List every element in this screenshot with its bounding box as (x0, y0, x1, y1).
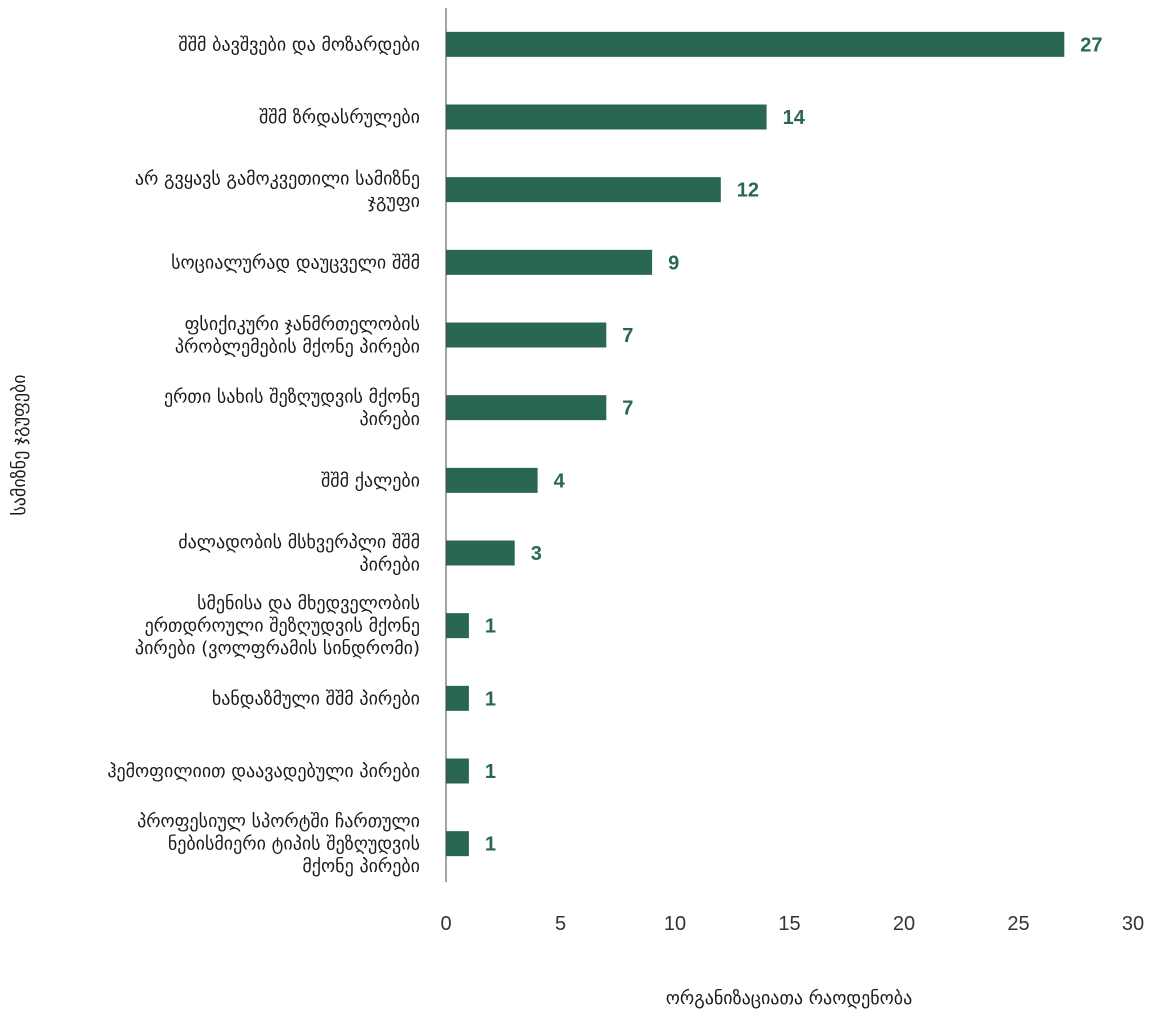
category-label-line: ნებისმიერი ტიპის შეზღუდვის (168, 834, 420, 855)
category-labels: შშმ ბავშვები და მოზარდები შშმ ზრდასრულები… (107, 34, 420, 877)
category-label: არ გვყავს გამოკვეთილი სამიზნე ჯგუფი (135, 168, 420, 212)
bar-value-label: 27 (1080, 34, 1102, 56)
category-label-line: ძალადობის მსხვერპლი შშმ (178, 532, 420, 553)
category-label: შშმ ზრდასრულები (259, 107, 420, 128)
category-label: ფსიქიკური ჯანმრთელობის პრობლემების მქონე … (175, 314, 420, 358)
bar-value-label: 1 (485, 688, 496, 710)
bar (446, 104, 767, 130)
bar-value-label: 9 (668, 252, 679, 274)
category-label: ხანდაზმული შშმ პირები (212, 688, 420, 709)
bar-value-label: 3 (531, 543, 542, 565)
category-label: პროფესიულ სპორტში ჩართული ნებისმიერი ტიპი… (137, 811, 420, 877)
category-label-line: ჯგუფი (368, 191, 420, 212)
category-label-line: ფსიქიკური ჯანმრთელობის (185, 314, 420, 335)
bar (446, 31, 1065, 57)
category-label-line: ჰემოფილიით დაავადებული პირები (107, 761, 420, 782)
value-labels: 27 14 12 9 7 7 4 3 1 1 1 1 (485, 34, 1103, 855)
bar (446, 613, 469, 639)
bar-value-label: 4 (554, 470, 566, 492)
bar-value-label: 7 (622, 398, 633, 420)
bar-value-label: 1 (485, 761, 496, 783)
category-label-line: მქონე პირები (302, 856, 420, 877)
category-label-line: სმენისა და მხედველობის (197, 593, 420, 614)
category-label-line: პირები (359, 409, 420, 430)
category-label: სმენისა და მხედველობის ერთდროული შეზღუდვი… (135, 593, 420, 659)
bar (446, 322, 607, 348)
category-label: შშმ ქალები (321, 470, 420, 491)
bar-value-label: 1 (485, 616, 496, 638)
bar (446, 177, 721, 203)
x-tick-label: 10 (664, 913, 686, 935)
bar (446, 758, 469, 784)
category-label-line: შშმ ზრდასრულები (259, 107, 420, 128)
x-axis-title: ორგანიზაციათა რაოდენობა (666, 988, 912, 1009)
category-label-line: შშმ ქალები (321, 470, 420, 491)
bar (446, 467, 538, 493)
x-tick-label: 15 (778, 913, 800, 935)
y-axis-title: სამიზნე ჯგუფები (9, 374, 30, 515)
bars-group (446, 31, 1065, 857)
bar-value-label: 14 (783, 107, 806, 129)
category-label-line: სოციალურად დაუცველი შშმ (171, 252, 420, 273)
bar (446, 395, 607, 421)
category-label-line: ხანდაზმული შშმ პირები (212, 688, 420, 709)
category-label: შშმ ბავშვები და მოზარდები (178, 34, 420, 55)
bar-value-label: 12 (737, 180, 759, 202)
x-tick-labels: 0 5 10 15 20 25 30 (440, 913, 1144, 935)
bar (446, 685, 469, 711)
category-label-line: ერთი სახის შეზღუდვის მქონე (164, 386, 420, 407)
category-label-line: ერთდროული შეზღუდვის მქონე (145, 616, 420, 637)
bar (446, 831, 469, 857)
category-label-line: პირები (359, 554, 420, 575)
x-tick-label: 0 (440, 913, 451, 935)
x-tick-label: 30 (1122, 913, 1144, 935)
category-label: ჰემოფილიით დაავადებული პირები (107, 761, 420, 782)
category-label-line: პირები (ვოლფრამის სინდრომი) (135, 638, 420, 659)
bar-value-label: 7 (622, 325, 633, 347)
bar (446, 540, 515, 566)
category-label: ძალადობის მსხვერპლი შშმ პირები (178, 532, 420, 576)
category-label-line: არ გვყავს გამოკვეთილი სამიზნე (135, 168, 420, 189)
category-label: ერთი სახის შეზღუდვის მქონე პირები (164, 386, 420, 430)
bar (446, 249, 653, 275)
x-tick-label: 25 (1007, 913, 1029, 935)
category-label: სოციალურად დაუცველი შშმ (171, 252, 420, 273)
category-label-line: პრობლემების მქონე პირები (175, 336, 420, 357)
category-label-line: პროფესიულ სპორტში ჩართული (137, 811, 420, 832)
category-label-line: შშმ ბავშვები და მოზარდები (178, 34, 420, 55)
x-tick-label: 5 (555, 913, 566, 935)
bar-value-label: 1 (485, 834, 496, 856)
x-tick-label: 20 (893, 913, 915, 935)
